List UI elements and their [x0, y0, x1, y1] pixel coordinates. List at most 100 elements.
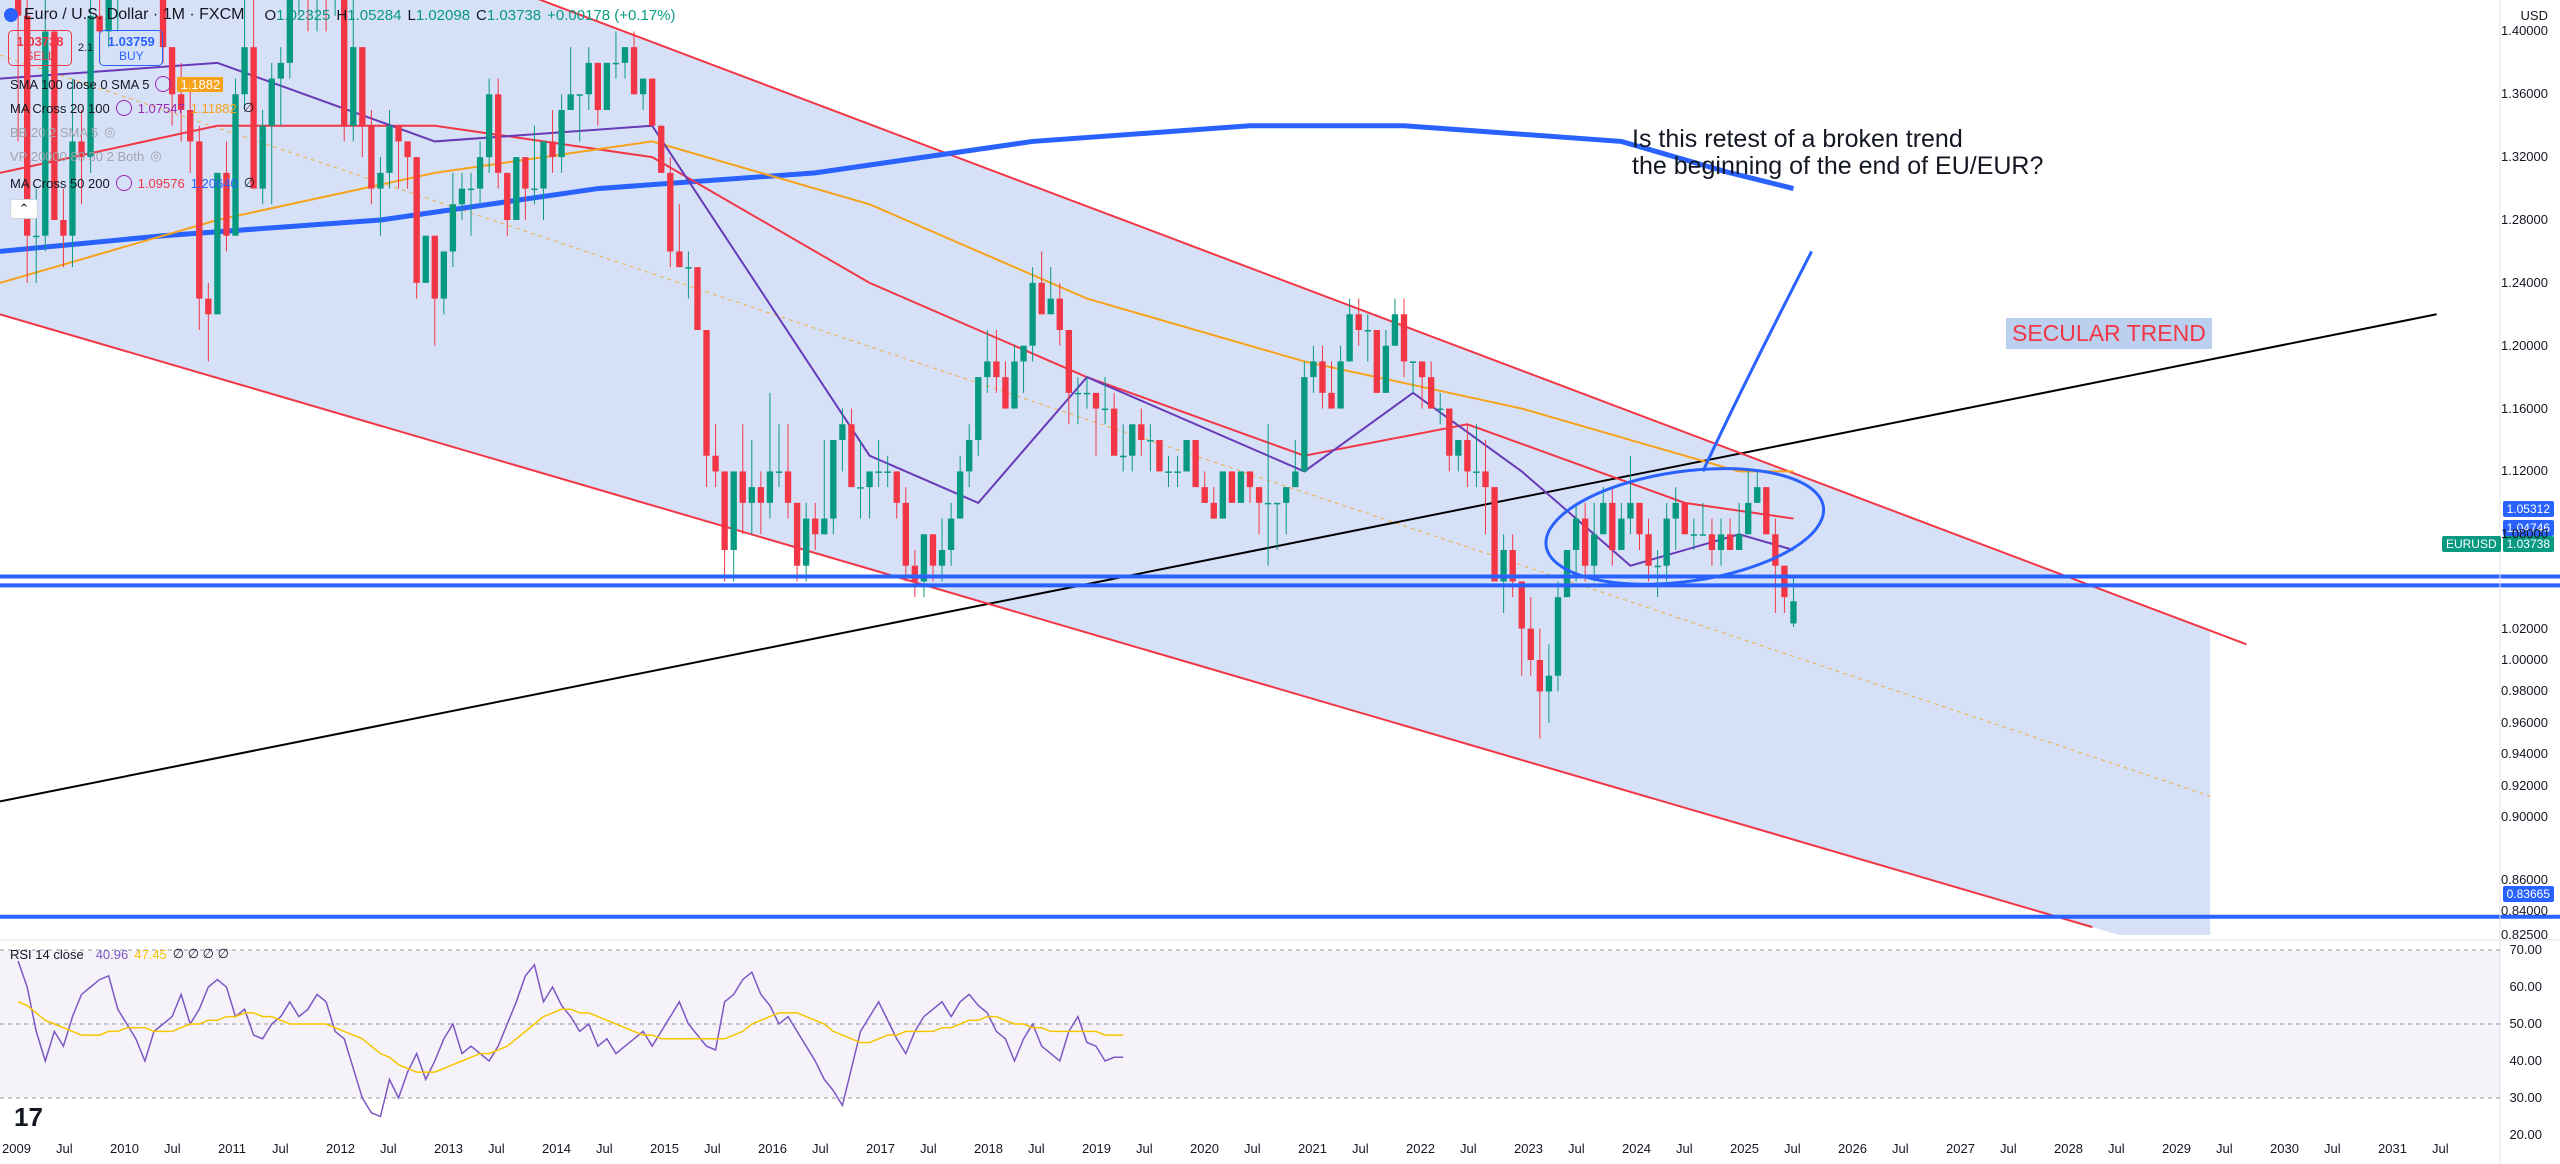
currency-label[interactable]: USD [2520, 8, 2548, 23]
candle [1110, 392, 1118, 456]
candle [250, 0, 257, 189]
time-axis-label: 2022 [1406, 1141, 1435, 1156]
time-axis-label: Jul [2216, 1141, 2233, 1156]
candle-body [630, 47, 638, 95]
candle-body [33, 235, 40, 238]
candle [341, 0, 348, 142]
secular-trend-label[interactable]: SECULAR TREND [2006, 318, 2212, 349]
price-axis-label: 0.82500 [2501, 927, 2548, 942]
rsi-legend[interactable]: RSI 14 close 40.96 47.45 ∅ ∅ ∅ ∅ [10, 946, 229, 962]
candle-body [1409, 361, 1417, 363]
time-axis-label: 2013 [434, 1141, 463, 1156]
rsi-axis-label: 20.00 [2509, 1127, 2542, 1142]
candle-body [1092, 392, 1100, 409]
candle [1600, 487, 1607, 535]
candle [1708, 518, 1716, 566]
candle [1400, 298, 1408, 378]
candle-body [649, 78, 656, 126]
time-axis-label: 2017 [866, 1141, 895, 1156]
eye-icon[interactable]: ◎ [104, 124, 116, 139]
legend-bb[interactable]: BB 20 2 SMA 5 ◎ [10, 124, 116, 140]
buy-button[interactable]: 1.03759 BUY [99, 30, 164, 66]
sell-button[interactable]: 1.03738 SELL [8, 30, 72, 66]
candle-body [1319, 361, 1326, 393]
candle [513, 157, 520, 220]
candle-body [259, 125, 266, 189]
candle [1427, 361, 1435, 409]
candle-body [1790, 601, 1797, 624]
time-axis-label: 2031 [2378, 1141, 2407, 1156]
legend-ma-cross-50-200[interactable]: MA Cross 50 200 1.09576 1.20640 ∅ [10, 175, 256, 191]
candle [1038, 251, 1045, 315]
settings-icon[interactable] [115, 100, 132, 116]
candle-body [1690, 534, 1698, 536]
time-axis-label: Jul [1784, 1141, 1801, 1156]
candle-body [993, 361, 1000, 378]
settings-icon[interactable] [155, 76, 172, 92]
candle-body [984, 361, 991, 378]
candle-body [1645, 534, 1652, 566]
candle [413, 157, 420, 299]
eye-icon[interactable]: ◎ [150, 148, 162, 163]
time-axis-label: 2014 [542, 1141, 571, 1156]
annotation-text[interactable]: Is this retest of a broken trend the beg… [1632, 125, 2044, 180]
candle [1636, 502, 1643, 550]
candle-body [1437, 408, 1444, 411]
candle [802, 502, 810, 582]
candle-body [1147, 440, 1154, 442]
candle-body [42, 31, 49, 236]
candle [956, 455, 964, 519]
candle [531, 125, 538, 205]
candle-body [1110, 408, 1118, 456]
candle [1192, 440, 1199, 488]
candle [893, 471, 900, 519]
legend-sma-100[interactable]: SMA 100 close 0 SMA 5 1.1882 [10, 76, 224, 92]
candle [830, 440, 837, 535]
candle [1373, 330, 1380, 393]
candle-body [639, 78, 647, 95]
rsi-axis-label: 40.00 [2509, 1053, 2542, 1068]
candle-body [585, 62, 592, 95]
collapse-legend-button[interactable]: ⌃ [10, 199, 38, 219]
candle [839, 408, 846, 472]
tradingview-logo-icon[interactable]: 17 [14, 1102, 43, 1132]
candle-body [1274, 502, 1281, 505]
candle-body [1717, 534, 1725, 550]
candle-body [1618, 518, 1625, 550]
candle-body [1011, 361, 1018, 409]
symbol-logo-icon[interactable] [4, 8, 18, 22]
candle [1763, 487, 1770, 535]
candle-body [1264, 502, 1272, 505]
candle [938, 518, 946, 582]
hide-icon[interactable]: ∅ [243, 175, 256, 190]
candle [422, 235, 429, 283]
candle-body [1400, 314, 1408, 362]
candle-body [1165, 471, 1172, 473]
candle [1591, 502, 1598, 582]
candle-body [658, 125, 665, 173]
settings-icon[interactable] [115, 175, 132, 191]
legend-ma-cross-20-100[interactable]: MA Cross 20 100 1.07547 1.11882 ∅ [10, 100, 255, 116]
candle [1645, 518, 1652, 582]
candle-body [1246, 471, 1254, 488]
candle-body [956, 471, 964, 519]
candle-body [485, 94, 493, 158]
candle-body [1636, 502, 1643, 535]
candle [1672, 487, 1679, 550]
candle-body [368, 125, 375, 189]
legend-vp[interactable]: VP 20000 80 30 2 Both ◎ [10, 148, 162, 164]
symbol-title[interactable]: Euro / U.S. Dollar · 1M · FXCM [24, 6, 245, 23]
candle [78, 110, 85, 205]
time-axis-label: 2030 [2270, 1141, 2299, 1156]
candle [1219, 471, 1226, 519]
candle-body [721, 471, 728, 550]
candle-body [1500, 550, 1507, 582]
candle-body [929, 534, 937, 566]
hide-icon[interactable]: ∅ [242, 100, 255, 115]
candle-body [712, 455, 719, 472]
candle [594, 62, 601, 126]
candle [812, 502, 819, 550]
candle-body [857, 487, 864, 489]
candle [350, 0, 357, 142]
